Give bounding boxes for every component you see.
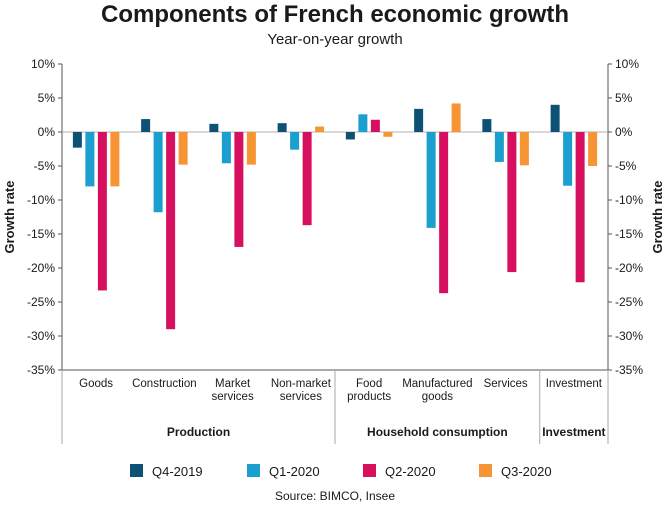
y-tick-label-left: -30% <box>27 329 55 343</box>
category-label: products <box>347 391 391 403</box>
bar-q3-2020-4 <box>383 132 393 137</box>
bar-q2-2020-3 <box>302 132 312 226</box>
bar-q1-2020-7 <box>563 132 573 186</box>
bar-q2-2020-5 <box>439 132 449 294</box>
bar-q4-2019-6 <box>482 119 492 132</box>
bar-q2-2020-7 <box>575 132 585 283</box>
bar-q3-2020-7 <box>588 132 598 166</box>
y-tick-label-right: 10% <box>615 57 639 71</box>
bar-q3-2020-5 <box>451 103 461 132</box>
category-label: Non-market <box>271 378 332 390</box>
bar-q1-2020-1 <box>153 132 163 213</box>
y-tick-label-right: 0% <box>615 125 633 139</box>
bar-q4-2019-7 <box>550 104 560 132</box>
category-label: Market <box>215 378 251 390</box>
y-axis-label-left: Growth rate <box>2 181 17 254</box>
bar-q1-2020-2 <box>221 132 231 164</box>
y-tick-label-right: -25% <box>615 295 643 309</box>
chart-source: Source: BIMCO, Insee <box>274 489 396 503</box>
bar-q2-2020-2 <box>234 132 244 247</box>
y-tick-label-right: -10% <box>615 193 643 207</box>
bar-q2-2020-4 <box>370 119 380 132</box>
group-label: Investment <box>542 425 605 439</box>
bar-q4-2019-2 <box>209 123 219 132</box>
legend-swatch-q3-2020 <box>479 464 492 477</box>
y-tick-label-right: 5% <box>615 91 633 105</box>
bar-q3-2020-0 <box>110 132 120 187</box>
legend-swatch-q1-2020 <box>247 464 260 477</box>
legend-swatch-q2-2020 <box>363 464 376 477</box>
y-tick-label-right: -5% <box>615 159 637 173</box>
group-label: Production <box>167 425 230 439</box>
y-tick-label-left: -20% <box>27 261 55 275</box>
category-label: services <box>212 391 254 403</box>
category-label: Food <box>356 378 382 390</box>
category-label: Goods <box>79 378 113 390</box>
bar-q1-2020-3 <box>290 132 300 150</box>
y-tick-label-left: -25% <box>27 295 55 309</box>
bar-q1-2020-0 <box>85 132 95 187</box>
legend-swatch-q4-2019 <box>130 464 143 477</box>
y-tick-label-left: 10% <box>31 57 55 71</box>
legend-label: Q1-2020 <box>269 464 320 479</box>
category-label: Services <box>484 378 528 390</box>
y-tick-label-left: 5% <box>38 91 56 105</box>
y-tick-label-right: -20% <box>615 261 643 275</box>
legend-label: Q3-2020 <box>501 464 552 479</box>
y-tick-label-left: -15% <box>27 227 55 241</box>
chart-title: Components of French economic growth <box>100 1 569 28</box>
bar-q1-2020-4 <box>358 114 368 132</box>
y-tick-label-right: -30% <box>615 329 643 343</box>
bar-q4-2019-4 <box>345 132 355 140</box>
bar-q4-2019-1 <box>141 119 151 132</box>
y-tick-label-left: -10% <box>27 193 55 207</box>
bar-q4-2019-3 <box>277 123 287 132</box>
bar-q3-2020-2 <box>246 132 256 165</box>
category-label: Construction <box>132 378 197 390</box>
bar-q3-2020-6 <box>519 132 529 166</box>
legend-label: Q2-2020 <box>385 464 436 479</box>
y-tick-label-left: 0% <box>38 125 56 139</box>
bar-q1-2020-5 <box>426 132 436 228</box>
bar-q1-2020-6 <box>494 132 504 162</box>
y-tick-label-left: -35% <box>27 363 55 377</box>
y-tick-label-right: -35% <box>615 363 643 377</box>
category-label: services <box>280 391 322 403</box>
bar-q4-2019-0 <box>72 132 82 148</box>
category-label: goods <box>422 391 454 403</box>
bar-q3-2020-1 <box>178 132 188 165</box>
legend-label: Q4-2019 <box>152 464 203 479</box>
bar-q2-2020-6 <box>507 132 517 273</box>
y-tick-label-right: -15% <box>615 227 643 241</box>
y-axis-label-right: Growth rate <box>650 181 665 254</box>
category-label: Investment <box>546 378 603 390</box>
bar-q3-2020-3 <box>315 126 325 132</box>
bar-q2-2020-1 <box>166 132 176 330</box>
y-tick-label-left: -5% <box>34 159 56 173</box>
chart-subtitle: Year-on-year growth <box>267 31 403 48</box>
bar-q2-2020-0 <box>97 132 107 291</box>
bar-q4-2019-5 <box>414 108 424 132</box>
group-label: Household consumption <box>367 425 508 439</box>
category-label: Manufactured <box>402 378 472 390</box>
